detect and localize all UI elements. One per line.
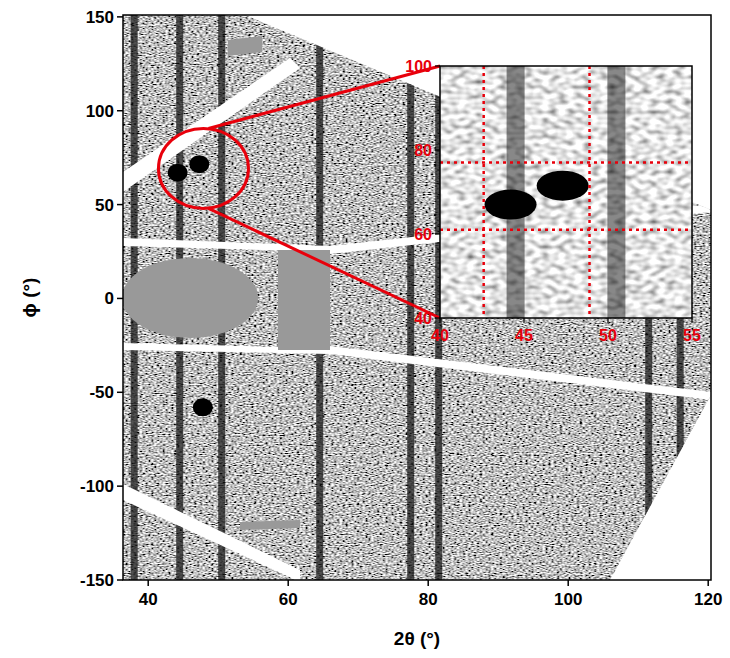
inset-x-tick-label: 50 bbox=[599, 327, 617, 344]
y-tick bbox=[117, 485, 123, 487]
beamstop-mask bbox=[123, 258, 258, 338]
inset-spot bbox=[485, 190, 537, 220]
inset-y-tick bbox=[435, 233, 440, 234]
inset-x-tick-label: 45 bbox=[515, 327, 533, 344]
detector-gap bbox=[330, 346, 711, 400]
inset-y-tick bbox=[435, 149, 440, 150]
detector-gap bbox=[123, 484, 300, 580]
spot bbox=[189, 155, 209, 173]
y-tick bbox=[117, 298, 123, 300]
y-tick-label: -50 bbox=[89, 383, 114, 402]
beamstop-mask bbox=[278, 250, 330, 350]
x-tick-label: 120 bbox=[694, 590, 722, 609]
figure: 40 60 80 100 120 -150 -100 -50 0 50 100 150 2θ (°) ϕ … bbox=[0, 0, 730, 658]
x-tick-label: 80 bbox=[419, 590, 438, 609]
y-tick bbox=[117, 110, 123, 112]
y-tick bbox=[117, 16, 123, 18]
inset-x-tick-label: 40 bbox=[431, 327, 449, 344]
x-tick bbox=[147, 580, 149, 586]
y-tick bbox=[117, 392, 123, 394]
ring bbox=[407, 15, 414, 580]
inset-ring bbox=[607, 66, 625, 318]
detector-noise bbox=[123, 15, 711, 580]
inset-x-tick bbox=[439, 318, 440, 323]
y-tick-label: -150 bbox=[80, 571, 114, 590]
y-tick bbox=[117, 204, 123, 206]
x-tick bbox=[567, 580, 569, 586]
y-tick-label: -100 bbox=[80, 477, 114, 496]
y-tick-label: 50 bbox=[95, 196, 114, 215]
inset-x-tick bbox=[607, 318, 608, 323]
inset-guide bbox=[482, 66, 485, 318]
inset-spot bbox=[537, 171, 589, 201]
inset-y-tick bbox=[435, 65, 440, 66]
plot-area bbox=[123, 15, 711, 580]
inset-y-tick-label: 60 bbox=[414, 226, 432, 243]
zoom-circle bbox=[158, 128, 248, 208]
inset-y-tick-label: 40 bbox=[414, 310, 432, 327]
inset-y-tick-label: 100 bbox=[405, 58, 432, 75]
inset-y-tick-label: 80 bbox=[414, 142, 432, 159]
detector-mask bbox=[228, 36, 262, 56]
inset-noise bbox=[440, 66, 692, 318]
spot bbox=[168, 164, 188, 182]
detector-mask bbox=[240, 520, 300, 530]
y-tick-label: 150 bbox=[86, 8, 114, 27]
inset-x-tick bbox=[523, 318, 524, 323]
inset-y-tick bbox=[435, 317, 440, 318]
spot bbox=[193, 398, 213, 416]
inset-guide bbox=[588, 66, 591, 318]
zoom-connector bbox=[208, 66, 440, 128]
inset-area bbox=[440, 66, 692, 318]
inset-frame bbox=[440, 66, 692, 318]
x-tick bbox=[287, 580, 289, 586]
x-axis-title: 2θ (°) bbox=[394, 628, 440, 649]
inset-x-tick bbox=[691, 318, 692, 323]
zoom-connector bbox=[208, 208, 440, 318]
y-tick-label: 0 bbox=[105, 289, 114, 308]
detector bbox=[123, 15, 711, 580]
x-tick-label: 60 bbox=[279, 590, 298, 609]
y-tick bbox=[117, 579, 123, 581]
inset-x-tick-label: 55 bbox=[683, 327, 701, 344]
frame bbox=[123, 15, 711, 580]
inset-guide bbox=[440, 229, 692, 232]
x-tick-label: 40 bbox=[139, 590, 158, 609]
inset-guide bbox=[440, 161, 692, 164]
x-tick-label: 100 bbox=[554, 590, 582, 609]
x-tick bbox=[427, 580, 429, 586]
y-axis-title: ϕ (°) bbox=[19, 278, 40, 318]
y-tick-label: 100 bbox=[86, 102, 114, 121]
detector-gap bbox=[123, 58, 300, 192]
x-tick bbox=[707, 580, 709, 586]
